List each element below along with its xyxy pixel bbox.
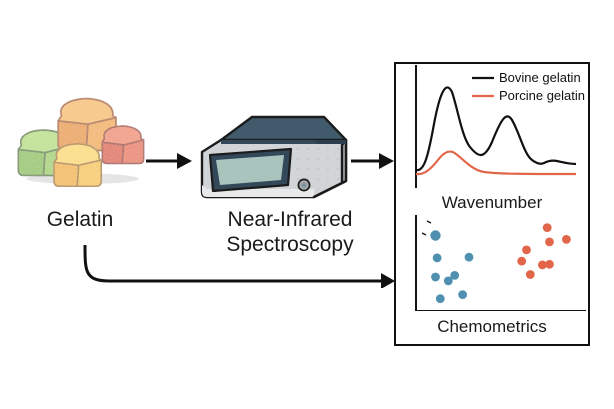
svg-text:Bovine gelatin: Bovine gelatin [499,70,581,85]
svg-text:Porcine gelatin: Porcine gelatin [499,88,585,103]
